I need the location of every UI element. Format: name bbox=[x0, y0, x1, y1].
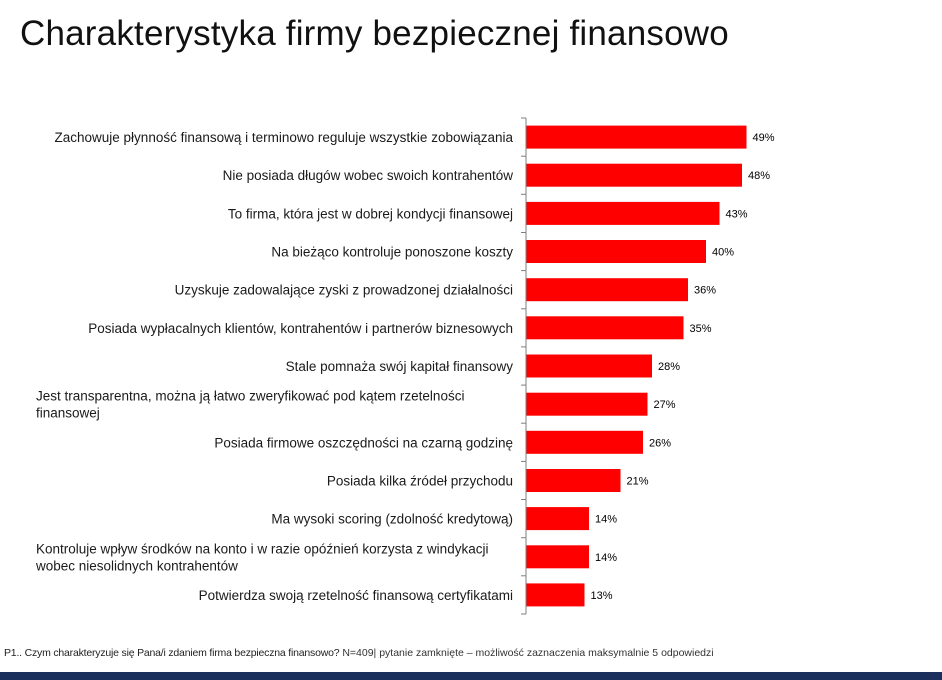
bar-4 bbox=[526, 240, 706, 263]
bar-9 bbox=[526, 430, 643, 454]
value-label-12: 14% bbox=[595, 552, 617, 564]
category-label-8: Jest transparentna, można ją łatwo zwery… bbox=[36, 389, 464, 421]
value-label-9: 26% bbox=[649, 437, 671, 449]
bar-3 bbox=[526, 201, 720, 225]
chart-title: Charakterystyka firmy bezpiecznej finans… bbox=[20, 14, 729, 53]
bar-1 bbox=[526, 125, 747, 149]
bar-7 bbox=[526, 354, 652, 378]
value-label-13: 13% bbox=[591, 590, 613, 602]
value-label-1: 49% bbox=[753, 132, 775, 144]
category-label-3: To firma, która jest w dobrej kondycji f… bbox=[228, 206, 513, 221]
bar-5 bbox=[526, 278, 688, 302]
footer-bar bbox=[0, 672, 942, 680]
value-label-4: 40% bbox=[712, 247, 734, 259]
bar-10 bbox=[526, 469, 621, 492]
bar-13 bbox=[526, 583, 585, 607]
bar-chart: 49% Zachowuje płynność finansową i termin… bbox=[35, 117, 775, 615]
category-label-6: Posiada wypłacalnych klientów, kontrahen… bbox=[88, 321, 513, 336]
category-label-10: Posiada kilka źródeł przychodu bbox=[327, 474, 513, 489]
category-label-2: Nie posiada długów wobec swoich kontrahe… bbox=[223, 168, 514, 183]
category-label-5: Uzyskuje zadowalające zyski z prowadzone… bbox=[175, 283, 513, 298]
footnote: P1.. Czym charakteryzuje się Pana/i zdan… bbox=[4, 647, 714, 659]
bar-6 bbox=[526, 316, 684, 340]
value-label-10: 21% bbox=[627, 476, 649, 488]
value-label-6: 35% bbox=[690, 323, 712, 335]
bar-12 bbox=[526, 545, 589, 569]
category-label-4: Na bieżąco kontroluje ponoszone koszty bbox=[271, 245, 513, 260]
category-label-13: Potwierdza swoją rzetelność finansową ce… bbox=[199, 588, 513, 603]
bar-2 bbox=[526, 163, 742, 187]
value-label-3: 43% bbox=[726, 208, 748, 220]
category-label-9: Posiada firmowe oszczędności na czarną g… bbox=[214, 435, 513, 450]
value-label-7: 28% bbox=[658, 361, 680, 373]
category-label-11: Ma wysoki scoring (zdolność kredytową) bbox=[271, 512, 513, 527]
category-label-1: Zachowuje płynność finansową i terminowo… bbox=[55, 130, 514, 145]
value-label-8: 27% bbox=[654, 399, 676, 411]
value-label-11: 14% bbox=[595, 514, 617, 526]
footnote-details: N=409| pytanie zamknięte – możliwość zaz… bbox=[342, 647, 714, 659]
bar-8 bbox=[526, 392, 648, 416]
value-label-5: 36% bbox=[694, 285, 716, 297]
category-label-12: Kontroluje wpływ środków na konto i w ra… bbox=[35, 541, 488, 573]
footnote-question: P1.. Czym charakteryzuje się Pana/i zdan… bbox=[4, 647, 340, 659]
bar-11 bbox=[526, 507, 589, 531]
category-label-7: Stale pomnaża swój kapitał finansowy bbox=[286, 359, 514, 374]
value-label-2: 48% bbox=[748, 170, 770, 182]
